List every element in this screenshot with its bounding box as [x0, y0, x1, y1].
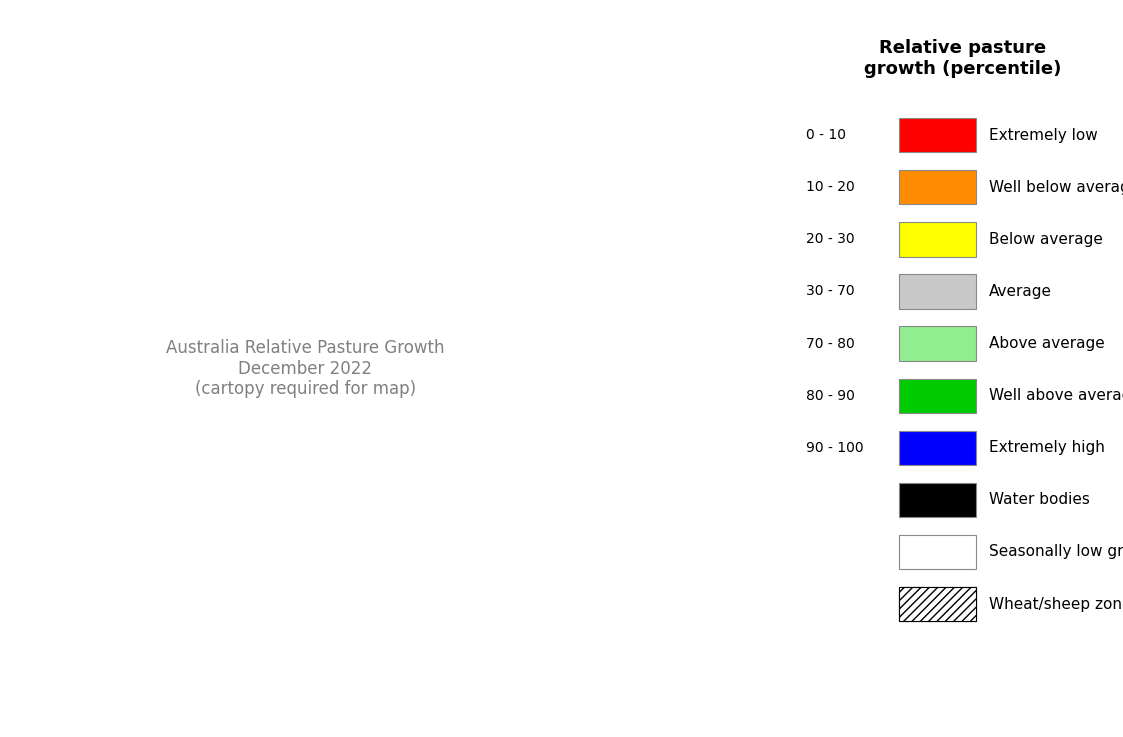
Text: 10 - 20: 10 - 20	[806, 181, 855, 195]
Bar	[898, 223, 976, 256]
Bar	[898, 274, 976, 309]
Text: Extremely low: Extremely low	[988, 128, 1097, 143]
Bar	[898, 587, 976, 621]
Text: 30 - 70: 30 - 70	[806, 284, 855, 298]
Text: 80 - 90: 80 - 90	[806, 388, 855, 402]
Text: Water bodies: Water bodies	[988, 492, 1089, 507]
Bar	[898, 170, 976, 204]
Text: 0 - 10: 0 - 10	[806, 128, 846, 142]
Text: Seasonally low growth: Seasonally low growth	[988, 545, 1123, 559]
Text: Above average: Above average	[988, 336, 1104, 351]
Bar	[898, 483, 976, 517]
Text: Well below average: Well below average	[988, 180, 1123, 195]
Text: Average: Average	[988, 284, 1051, 299]
Text: 90 - 100: 90 - 100	[806, 441, 864, 455]
Text: Wheat/sheep zone: Wheat/sheep zone	[988, 596, 1123, 612]
Bar	[898, 118, 976, 153]
Text: Below average: Below average	[988, 232, 1103, 247]
Text: Extremely high: Extremely high	[988, 440, 1104, 455]
Bar	[898, 379, 976, 413]
Bar	[898, 430, 976, 465]
Text: 70 - 80: 70 - 80	[806, 337, 855, 351]
Bar	[898, 535, 976, 569]
Text: Australia Relative Pasture Growth
December 2022
(cartopy required for map): Australia Relative Pasture Growth Decemb…	[166, 339, 445, 398]
Text: Relative pasture
growth (percentile): Relative pasture growth (percentile)	[865, 39, 1061, 78]
Text: Well above average: Well above average	[988, 388, 1123, 403]
Bar	[898, 587, 976, 621]
Text: 20 - 30: 20 - 30	[806, 232, 855, 246]
Bar	[898, 326, 976, 360]
